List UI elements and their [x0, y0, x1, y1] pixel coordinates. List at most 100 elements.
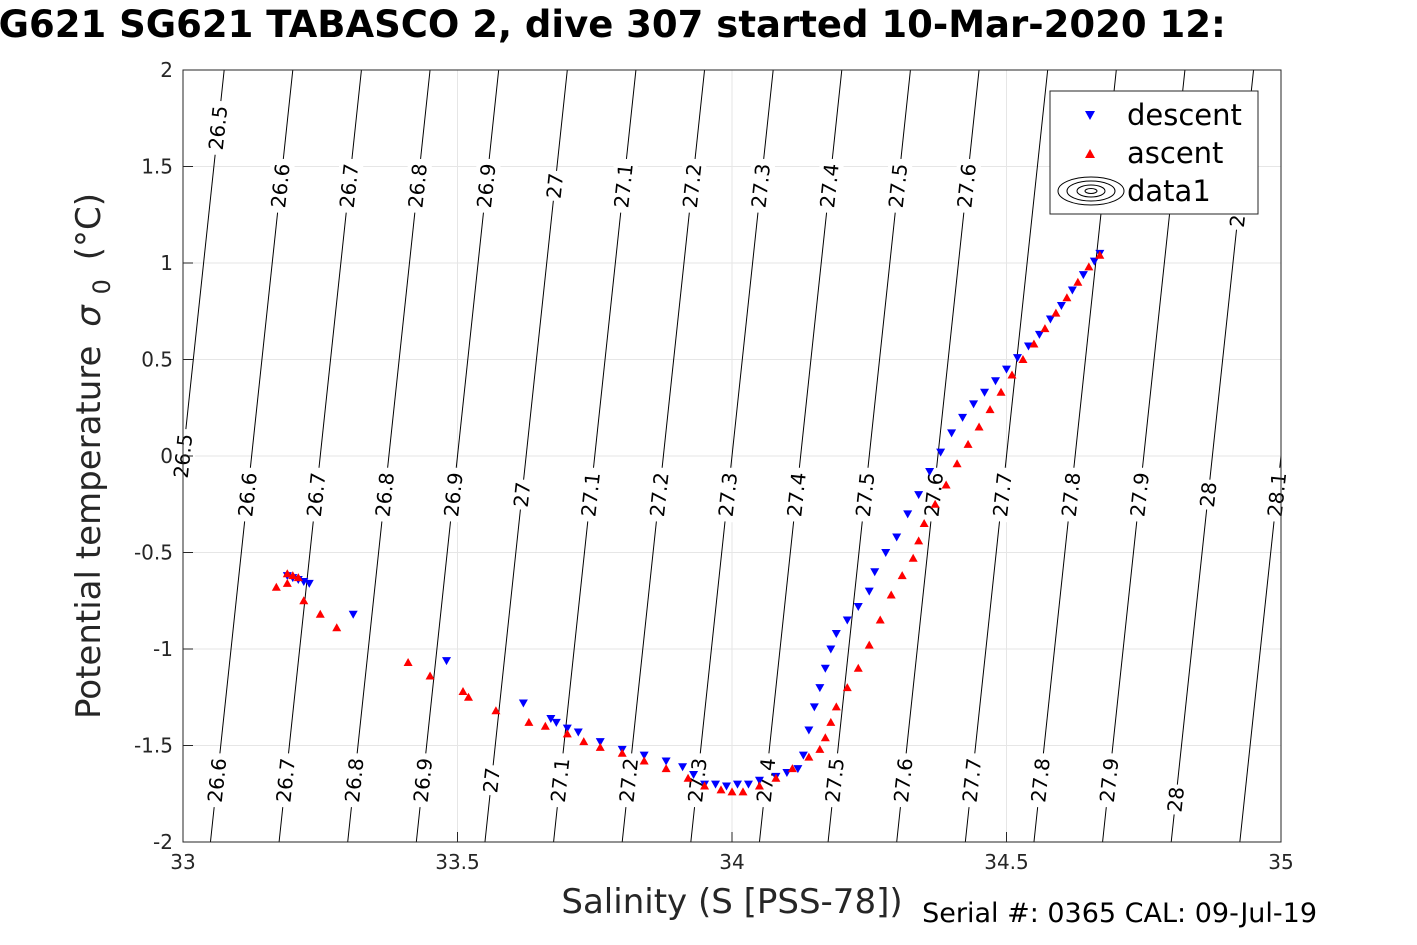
contour-label: 27.3	[713, 466, 743, 523]
ascent-point	[754, 781, 764, 790]
contour-label: 27.2	[644, 466, 675, 523]
descent-point	[304, 579, 314, 588]
descent-point	[1023, 342, 1033, 351]
descent-point	[518, 699, 528, 708]
descent-point	[546, 714, 556, 723]
svg-text:26.8: 26.8	[340, 757, 369, 804]
svg-text:27.4: 27.4	[782, 471, 811, 518]
legend-ascent-marker	[1085, 149, 1095, 158]
ascent-point	[299, 596, 309, 605]
svg-text:27.6: 27.6	[952, 162, 981, 209]
ascent-point	[727, 787, 737, 796]
contour-label: 27.4	[781, 466, 812, 523]
contour-label: 28	[1162, 783, 1190, 816]
legend-data1-label: data1	[1127, 174, 1211, 208]
ascent-point	[985, 405, 995, 414]
descent-point	[562, 724, 572, 733]
contour-label: 27.2	[677, 157, 707, 214]
descent-point	[798, 751, 808, 760]
ascent-point	[639, 756, 649, 765]
ascent-point	[463, 692, 473, 701]
ascent-point	[864, 640, 874, 649]
isopycnal-line	[964, 70, 1049, 842]
svg-text:26.6: 26.6	[266, 162, 295, 209]
legend-box	[1049, 90, 1259, 215]
contour-label: 27.8	[1056, 466, 1086, 523]
svg-text:26.9: 26.9	[439, 471, 468, 518]
contour-label: 26.7	[270, 752, 301, 809]
descent-point	[743, 780, 753, 789]
contour-label: 27	[541, 169, 569, 202]
contour-label: 27.6	[888, 752, 919, 809]
contour-label: 26.6	[232, 466, 263, 523]
ascent-point	[771, 773, 781, 782]
svg-text:27.5: 27.5	[820, 757, 849, 804]
svg-text:26.8: 26.8	[403, 162, 432, 209]
legend-ascent-label: ascent	[1127, 136, 1223, 170]
ascent-point	[886, 590, 896, 599]
y-tick-label: -2	[153, 830, 173, 854]
descent-point	[1034, 330, 1044, 339]
svg-text:27.2: 27.2	[614, 757, 643, 804]
x-axis-ticks: 33 33.5 34 34.5 35	[170, 832, 1294, 874]
svg-text:26.6: 26.6	[233, 471, 262, 518]
ascent-point	[826, 717, 836, 726]
ascent-point	[595, 742, 605, 751]
contour-label: 26.9	[408, 752, 438, 809]
svg-text:26.7: 26.7	[302, 471, 331, 518]
ascent-point	[804, 752, 814, 761]
chart-title: SG621 SG621 TABASCO 2, dive 307 started …	[0, 3, 1226, 46]
descent-point	[881, 549, 891, 557]
ascent-point	[1029, 339, 1039, 348]
svg-text:27.7: 27.7	[958, 757, 987, 804]
y-tick-label: 1.5	[141, 155, 173, 179]
descent-point	[842, 616, 852, 625]
svg-text:26.6: 26.6	[203, 757, 232, 804]
ascent-point	[332, 623, 342, 632]
y-tick-label: 1	[160, 251, 173, 275]
descent-point	[551, 718, 561, 727]
contour-label: 27.5	[819, 752, 850, 809]
y-axis-label-symbol: σ	[69, 304, 109, 327]
contour-label: 26.9	[471, 157, 502, 214]
descent-point	[892, 533, 902, 542]
ascent-point	[315, 609, 325, 618]
ascent-point	[908, 553, 918, 562]
y-axis-label-subscript: 0	[88, 279, 116, 294]
ascent-point	[1007, 370, 1017, 379]
svg-text:27.5: 27.5	[851, 471, 880, 518]
ascent-point	[524, 717, 534, 726]
ascent-point	[700, 781, 710, 790]
y-tick-label: 0	[160, 444, 173, 468]
ascent-point	[914, 536, 924, 545]
contour-label: 27.5	[850, 466, 880, 523]
contour-label: 27.1	[575, 466, 606, 523]
svg-text:27.3: 27.3	[714, 471, 743, 518]
x-tick-label: 33	[170, 850, 195, 874]
ascent-point	[562, 729, 572, 738]
isopycnal-line	[1239, 451, 1281, 842]
ascent-point	[831, 702, 841, 711]
svg-text:27.1: 27.1	[576, 471, 605, 518]
contour-label: 27	[478, 764, 506, 797]
svg-text:27: 27	[478, 766, 505, 794]
ascent-point	[491, 706, 501, 715]
descent-point	[1012, 354, 1022, 363]
descent-point	[1067, 286, 1077, 295]
contour-label: 27.2	[613, 752, 644, 809]
descent-point	[820, 664, 830, 673]
svg-text:26.5: 26.5	[204, 104, 233, 151]
ascent-point	[282, 578, 292, 587]
x-tick-label: 33.5	[435, 850, 480, 874]
ascent-point	[842, 683, 852, 692]
ascent-point	[875, 615, 885, 624]
descent-point	[1078, 271, 1088, 280]
ascent-point	[930, 499, 940, 508]
contour-label: 28	[1194, 478, 1222, 511]
ascent-point	[1018, 355, 1028, 363]
ascent-point	[716, 785, 726, 794]
ascent-point	[540, 721, 550, 730]
svg-text:27.9: 27.9	[1125, 471, 1154, 518]
y-tick-label: 2	[160, 58, 173, 82]
svg-text:26.9: 26.9	[472, 162, 501, 209]
